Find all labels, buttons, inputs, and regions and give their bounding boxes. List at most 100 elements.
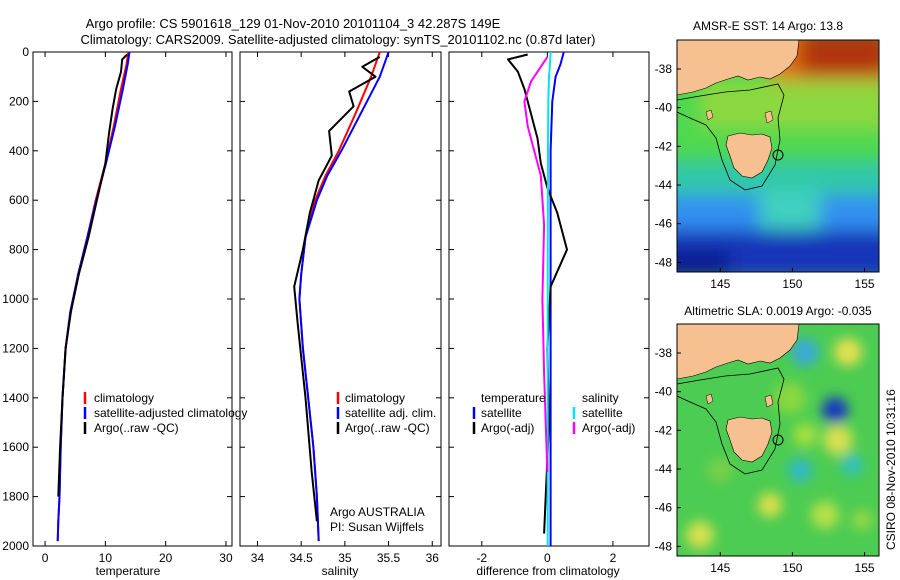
map-y-tick-label: -46 bbox=[655, 501, 673, 515]
sla-map-ticks: 145 150 155 -38 -40 -42 -44 -46 -48 bbox=[655, 346, 875, 575]
float-info-line2: PI: Susan Wijffels bbox=[330, 520, 424, 534]
figure-title-line1: Argo profile: CS 5901618_129 01-Nov-2010… bbox=[86, 16, 501, 31]
sla-shelf-contour bbox=[677, 367, 785, 475]
series-line-3 bbox=[293, 56, 381, 522]
y-tick-label: 600 bbox=[9, 193, 29, 207]
y-tick-label: 2000 bbox=[2, 539, 29, 553]
series-line-3 bbox=[546, 51, 552, 546]
csiro-timestamp: CSIRO 08-Nov-2010 10:31:16 bbox=[884, 389, 898, 550]
x-tick-label: 10 bbox=[99, 551, 113, 565]
map-x-tick-label: 145 bbox=[710, 277, 730, 291]
legend-label-sal-argo: Argo(-adj) bbox=[582, 421, 635, 435]
salinity-ticks: 34 34.5 35 35.5 36 bbox=[240, 51, 441, 565]
sla-map-title: Altimetric SLA: 0.0019 Argo: -0.035 bbox=[684, 304, 872, 318]
y-tick-label: 1000 bbox=[2, 292, 29, 306]
map-y-tick-label: -38 bbox=[655, 62, 673, 76]
x-tick-label: -2 bbox=[476, 551, 487, 565]
x-tick-label: 0 bbox=[42, 551, 49, 565]
sst-map-title: AMSR-E SST: 14 Argo: 13.8 bbox=[693, 19, 843, 33]
series-line-2 bbox=[56, 51, 131, 542]
y-tick-label: 0 bbox=[22, 45, 29, 59]
legend-label-argo-raw: Argo(..raw -QC) bbox=[345, 421, 430, 435]
legend-label-temp-argo: Argo(-adj) bbox=[481, 421, 534, 435]
x-tick-label: 0 bbox=[544, 551, 551, 565]
temperature-xlabel: temperature bbox=[96, 564, 161, 578]
sla-argo-location-marker bbox=[772, 434, 784, 446]
map-y-tick-label: -38 bbox=[655, 346, 673, 360]
map-x-tick-label: 155 bbox=[855, 277, 875, 291]
sst-land-mainland bbox=[677, 40, 800, 96]
x-tick-label: 36 bbox=[426, 551, 440, 565]
series-line-3 bbox=[57, 53, 128, 497]
salinity-xlabel: salinity bbox=[322, 564, 359, 578]
y-tick-label: 800 bbox=[9, 243, 29, 257]
salinity-panel: 34 34.5 35 35.5 36 salinity climatology sate… bbox=[239, 51, 442, 578]
sst-field bbox=[677, 40, 879, 272]
series-line-2 bbox=[507, 53, 568, 534]
y-tick-label: 1600 bbox=[2, 440, 29, 454]
sst-map-ticks: 145 150 155 -38 -40 -42 -44 -46 -48 bbox=[655, 62, 875, 291]
series-line-1 bbox=[549, 51, 565, 546]
map-y-tick-label: -42 bbox=[655, 423, 673, 437]
sst-map-frame bbox=[676, 39, 880, 273]
y-tick-label: 200 bbox=[9, 94, 29, 108]
legend-group-salinity: salinity bbox=[582, 391, 619, 405]
x-tick-label: 20 bbox=[159, 551, 173, 565]
temperature-axes-frame bbox=[32, 51, 233, 547]
legend-label-sal-satellite: satellite bbox=[582, 406, 623, 420]
sst-land-flinders-island bbox=[764, 110, 774, 124]
float-info-line1: Argo AUSTRALIA bbox=[330, 505, 425, 519]
sla-map: Altimetric SLA: 0.0019 Argo: -0.035 bbox=[655, 304, 880, 575]
legend-label-climatology: climatology bbox=[345, 391, 405, 405]
temperature-ticks: 0 10 20 30 0 200 400 600 800 1000 1200 1400 1600 1800… bbox=[2, 45, 233, 565]
difference-xlabel: difference from climatology bbox=[476, 564, 619, 578]
difference-series bbox=[507, 51, 568, 546]
series-line-1 bbox=[56, 51, 130, 542]
x-tick-label: 30 bbox=[219, 551, 233, 565]
sla-land-mainland bbox=[677, 324, 800, 380]
sst-land-king-island bbox=[705, 109, 714, 121]
x-tick-label: 35 bbox=[338, 551, 352, 565]
temperature-legend: climatology satellite-adjusted climatolo… bbox=[83, 391, 247, 435]
series-line-2 bbox=[298, 51, 390, 542]
y-tick-label: 1200 bbox=[2, 341, 29, 355]
sla-land-flinders-island bbox=[764, 394, 774, 408]
map-x-tick-label: 150 bbox=[782, 561, 802, 575]
map-y-tick-label: -46 bbox=[655, 217, 673, 231]
salinity-series bbox=[293, 51, 390, 542]
sla-land-king-island bbox=[705, 393, 714, 405]
salinity-legend: climatology satellite adj. clim. Argo(..… bbox=[336, 391, 436, 435]
legend-label-climatology: climatology bbox=[94, 391, 154, 405]
series-line-4 bbox=[523, 56, 549, 472]
map-y-tick-label: -40 bbox=[655, 385, 673, 399]
x-tick-label: 35.5 bbox=[377, 551, 401, 565]
legend-label-temp-satellite: satellite bbox=[481, 406, 522, 420]
temperature-panel: 0 10 20 30 0 200 400 600 800 1000 1200 1400 1600 1800… bbox=[2, 45, 247, 578]
sst-map: AMSR-E SST: 14 Argo: 13.8 145 150 155 -38 -4… bbox=[655, 19, 880, 291]
sst-shelf-contour bbox=[677, 83, 785, 191]
sla-field bbox=[677, 324, 879, 556]
sla-map-frame bbox=[676, 323, 880, 557]
y-tick-label: 1800 bbox=[2, 490, 29, 504]
x-tick-label: 34 bbox=[251, 551, 265, 565]
sla-land-tasmania bbox=[725, 416, 773, 463]
temperature-series bbox=[56, 51, 131, 542]
y-tick-label: 400 bbox=[9, 144, 29, 158]
map-y-tick-label: -48 bbox=[655, 539, 673, 553]
salinity-axes-frame bbox=[239, 51, 442, 547]
map-y-tick-label: -44 bbox=[655, 462, 673, 476]
legend-label-satellite-adj: satellite adj. clim. bbox=[345, 406, 436, 420]
map-y-tick-label: -48 bbox=[655, 255, 673, 269]
x-tick-label: 34.5 bbox=[289, 551, 313, 565]
difference-legend: temperature satellite Argo(-adj) salinit… bbox=[472, 391, 635, 435]
map-x-tick-label: 145 bbox=[710, 561, 730, 575]
difference-panel: -2 0 2 difference from climatology tempera… bbox=[448, 51, 650, 578]
legend-label-argo-raw: Argo(..raw -QC) bbox=[94, 421, 179, 435]
map-x-tick-label: 150 bbox=[782, 277, 802, 291]
map-y-tick-label: -44 bbox=[655, 178, 673, 192]
figure-title-line2: Climatology: CARS2009. Satellite-adjuste… bbox=[81, 32, 596, 47]
sst-land-tasmania bbox=[725, 132, 773, 179]
map-y-tick-label: -40 bbox=[655, 101, 673, 115]
legend-group-temperature: temperature bbox=[481, 391, 546, 405]
